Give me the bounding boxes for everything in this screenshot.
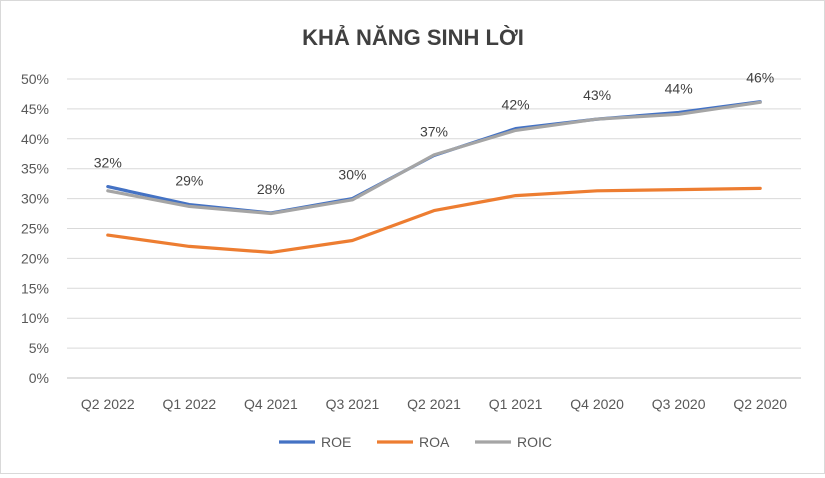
x-tick-label: Q2 2021 [407, 396, 461, 412]
y-tick-label: 25% [21, 221, 49, 237]
y-tick-label: 0% [29, 370, 49, 386]
legend-item-roa: ROA [377, 434, 450, 450]
x-tick-label: Q3 2021 [326, 396, 380, 412]
y-tick-label: 40% [21, 131, 49, 147]
x-tick-label: Q4 2020 [570, 396, 624, 412]
series-line-roe [106, 100, 762, 215]
x-tick-label: Q1 2022 [162, 396, 216, 412]
y-tick-label: 5% [29, 340, 49, 356]
data-labels: 32% 29% 28% 30% 37% 42% 43% 44% 46% [94, 70, 774, 197]
data-label: 32% [94, 155, 122, 171]
chart-title: KHẢ NĂNG SINH LỜI [302, 25, 524, 50]
y-tick-label: 10% [21, 310, 49, 326]
x-axis-ticks: Q2 2022 Q1 2022 Q4 2021 Q3 2021 Q2 2021 Q1 20… [81, 396, 787, 412]
data-label: 46% [746, 70, 774, 86]
data-label: 30% [338, 167, 366, 183]
series-line-roic [106, 100, 762, 216]
y-tick-label: 20% [21, 250, 49, 266]
data-label: 43% [583, 87, 611, 103]
x-tick-label: Q4 2021 [244, 396, 298, 412]
data-label: 29% [175, 173, 203, 189]
series-lines [106, 100, 762, 254]
x-tick-label: Q1 2021 [489, 396, 543, 412]
data-label: 42% [502, 97, 530, 113]
legend: ROE ROA ROIC [279, 434, 552, 450]
y-tick-label: 15% [21, 280, 49, 296]
x-tick-label: Q2 2020 [733, 396, 787, 412]
y-tick-label: 35% [21, 161, 49, 177]
data-label: 44% [665, 80, 693, 96]
data-label: 28% [257, 181, 285, 197]
x-tick-label: Q3 2020 [652, 396, 706, 412]
legend-label: ROA [419, 434, 450, 450]
gridlines [67, 78, 801, 379]
x-tick-label: Q2 2022 [81, 396, 135, 412]
legend-item-roe: ROE [279, 434, 351, 450]
legend-label: ROE [321, 434, 351, 450]
y-axis-ticks: 0% 5% 10% 15% 20% 25% 30% 35% 40% 45% 50% [21, 71, 49, 386]
legend-item-roic: ROIC [475, 434, 552, 450]
y-tick-label: 45% [21, 101, 49, 117]
y-tick-label: 50% [21, 71, 49, 87]
legend-label: ROIC [517, 434, 552, 450]
y-tick-label: 30% [21, 191, 49, 207]
series-line-roa [106, 186, 762, 254]
data-label: 37% [420, 124, 448, 140]
